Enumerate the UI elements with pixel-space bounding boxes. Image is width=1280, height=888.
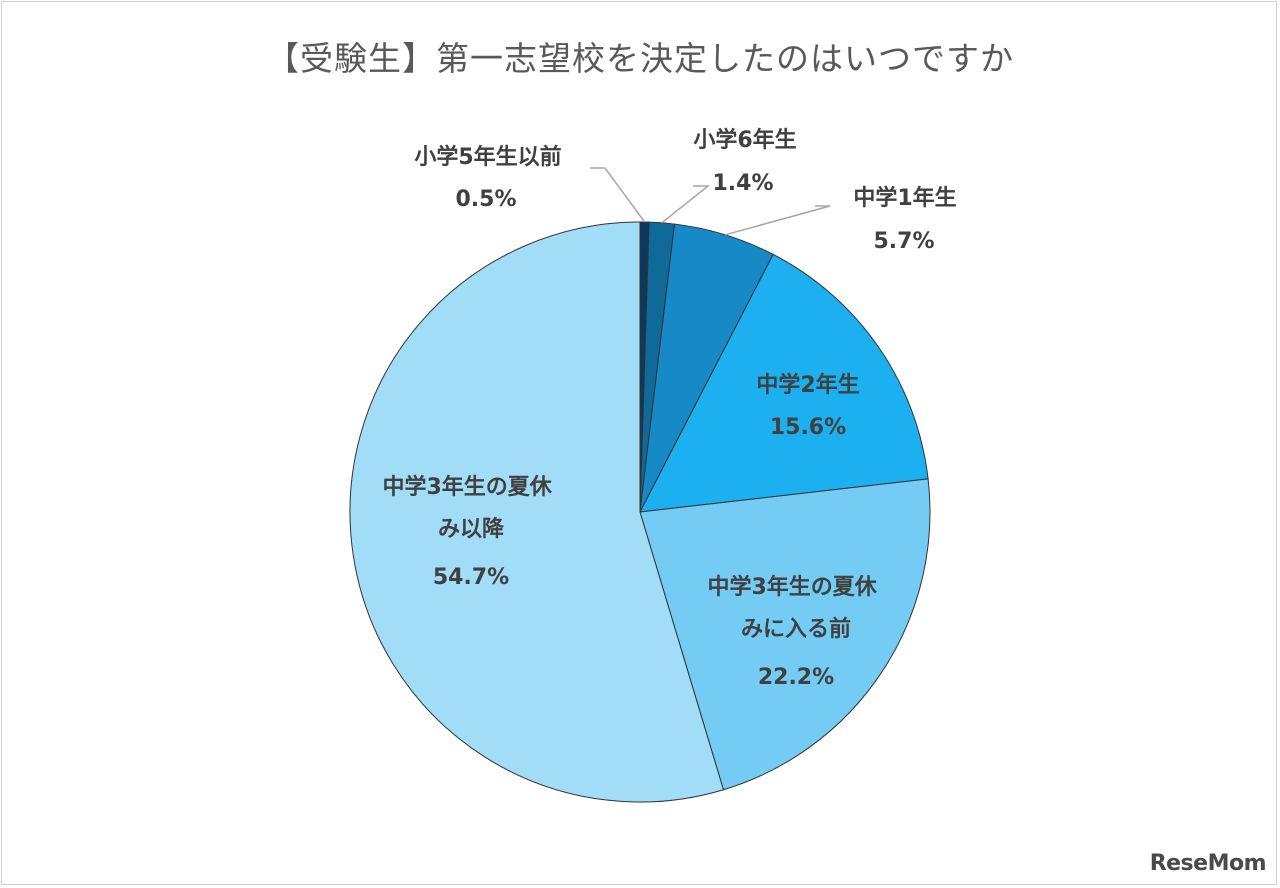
slice-value-5: 54.7% xyxy=(433,565,509,590)
pie-slice-4 xyxy=(639,478,931,791)
slice-label-0: 小学5年生以前 xyxy=(414,144,561,170)
slice-value-4: 22.2% xyxy=(758,665,834,690)
pie-slice-5 xyxy=(349,221,725,803)
leader-lines xyxy=(590,167,831,236)
slice-value-1: 1.4% xyxy=(712,171,773,196)
leader-line-0 xyxy=(590,167,646,223)
slice-label-5: 中学3年生の夏休 み以降 xyxy=(383,474,560,542)
slice-label-2: 中学1年生 xyxy=(853,185,956,211)
leader-line-1 xyxy=(661,185,711,224)
slice-value-3: 15.6% xyxy=(770,415,846,440)
slice-value-0: 0.5% xyxy=(455,187,516,212)
leader-line-2 xyxy=(725,205,831,236)
slice-label-1: 小学6年生 xyxy=(693,127,796,153)
slice-label-3: 中学2年生 xyxy=(756,372,859,398)
resemom-logo: ReseMom xyxy=(1149,851,1267,876)
chart-title: 【受験生】第一志望校を決定したのはいつですか xyxy=(266,39,1014,78)
pie-slice-3 xyxy=(639,253,929,513)
slice-label-4: 中学3年生の夏休 みに入る前 xyxy=(708,574,885,642)
slice-value-2: 5.7% xyxy=(873,229,934,254)
pie-slices xyxy=(349,221,931,803)
